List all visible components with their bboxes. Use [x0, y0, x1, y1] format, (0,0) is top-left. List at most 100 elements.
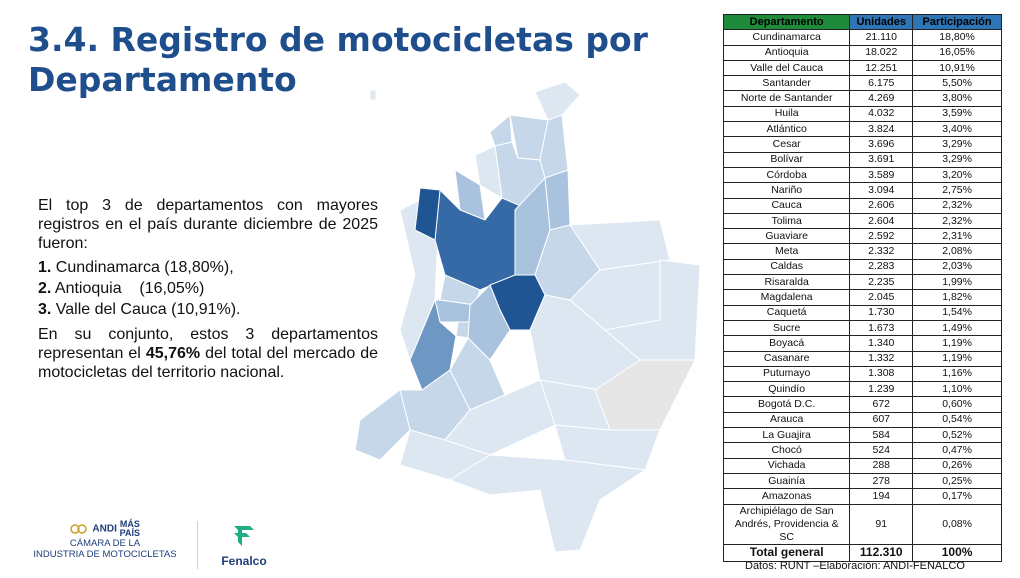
cell-share: 1,19%: [912, 335, 1002, 352]
cell-share: 1,49%: [912, 319, 1002, 337]
table-row: Tolima 2.604 2,32%: [722, 212, 1002, 230]
column-header-participacion: Participación: [912, 13, 1002, 31]
table-row: Chocó 524 0,47%: [722, 442, 1002, 459]
andi-logo: ANDI MÁS PAÍS CÁMARA DE LA INDUSTRIA DE M…: [30, 520, 180, 570]
total-units: 112.310: [849, 543, 914, 562]
cell-department: Archipiélago de San Andrés, Providencia …: [722, 503, 851, 545]
table-row: Cesar 3.696 3,29%: [722, 136, 1002, 153]
cell-share: 3,80%: [912, 90, 1002, 107]
cell-department: Bogotá D.C.: [722, 396, 851, 413]
table-row: Cauca 2.606 2,32%: [722, 197, 1002, 214]
table-row: Meta 2.332 2,08%: [722, 243, 1002, 260]
table-row: Arauca 607 0,54%: [722, 411, 1002, 429]
column-header-departamento: Departamento: [722, 13, 851, 31]
top3-item-3: 3. Valle del Cauca (10,91%).: [38, 299, 378, 320]
cell-share: 0,25%: [912, 472, 1002, 490]
top3-text: Valle del Cauca (10,91%).: [51, 301, 241, 318]
cell-share: 0,47%: [912, 442, 1002, 459]
cell-share: 0,08%: [912, 503, 1002, 545]
table-row: Magdalena 2.045 1,82%: [722, 289, 1002, 306]
logo-divider: [197, 521, 198, 569]
table-row: Vichada 288 0,26%: [722, 457, 1002, 474]
cell-share: 0,54%: [912, 411, 1002, 429]
fenalco-name: Fenalco: [221, 554, 267, 568]
cell-share: 1,54%: [912, 304, 1002, 321]
cell-units: 12.251: [849, 59, 914, 77]
cell-units: 3.824: [849, 121, 914, 138]
summary-text-end: del total del mercado de motocicletas de…: [38, 345, 379, 381]
cell-share: 2,75%: [912, 182, 1002, 199]
table-row: Putumayo 1.308 1,16%: [722, 365, 1002, 383]
cell-department: Tolima: [722, 212, 851, 230]
fenalco-mark-icon: [234, 526, 254, 546]
cell-units: 1.308: [849, 365, 914, 383]
cell-units: 2.604: [849, 212, 914, 230]
fenalco-logo: Fenalco: [212, 522, 276, 570]
table-row: Nariño 3.094 2,75%: [722, 182, 1002, 199]
cell-units: 1.340: [849, 335, 914, 352]
cell-department: Amazonas: [722, 488, 851, 505]
cell-units: 194: [849, 488, 914, 505]
cell-share: 1,99%: [912, 274, 1002, 291]
table-row: Antioquia 18.022 16,05%: [722, 44, 1002, 61]
cell-department: Chocó: [722, 442, 851, 459]
cell-share: 2,31%: [912, 228, 1002, 245]
table-row: Amazonas 194 0,17%: [722, 488, 1002, 505]
cell-department: Huila: [722, 105, 851, 123]
cell-units: 3.691: [849, 151, 914, 168]
table-row: Norte de Santander 4.269 3,80%: [722, 90, 1002, 107]
top3-text: Cundinamarca (18,80%),: [51, 259, 234, 276]
cell-units: 3.696: [849, 136, 914, 153]
andi-circles-icon: [70, 524, 87, 534]
andi-subtitle-line1: CÁMARA DE LA: [69, 538, 141, 549]
table-body: Cundinamarca 21.110 18,80% Antioquia 18.022 1…: [722, 29, 1002, 545]
cell-department: Casanare: [722, 350, 851, 367]
cell-units: 288: [849, 457, 914, 474]
table-row: Huila 4.032 3,59%: [722, 105, 1002, 123]
cell-units: 607: [849, 411, 914, 429]
cell-share: 1,10%: [912, 381, 1002, 398]
cell-units: 1.673: [849, 319, 914, 337]
cell-department: Guainía: [722, 472, 851, 490]
map-region-guainia: [594, 359, 696, 431]
andi-mas: MÁS: [119, 519, 140, 529]
top3-number: 2.: [38, 280, 52, 297]
total-label: Total general: [722, 543, 851, 562]
table-row: Quindío 1.239 1,10%: [722, 381, 1002, 398]
map-region-vaupes: [554, 424, 661, 471]
cell-units: 91: [849, 503, 914, 545]
table-row: Sucre 1.673 1,49%: [722, 319, 1002, 337]
table-row: Boyacá 1.340 1,19%: [722, 335, 1002, 352]
cell-share: 2,32%: [912, 197, 1002, 214]
cell-department: Cauca: [722, 197, 851, 214]
cell-units: 3.589: [849, 166, 914, 184]
top3-number: 3.: [38, 301, 52, 318]
table-row: Bolívar 3.691 3,29%: [722, 151, 1002, 168]
summary-text: En su conjunto, estos 3 departamentos re…: [38, 326, 378, 362]
cell-share: 1,16%: [912, 365, 1002, 383]
intro-paragraph: El top 3 de departamentos con mayores re…: [38, 197, 378, 252]
cell-department: Risaralda: [722, 274, 851, 291]
table-row: Risaralda 2.235 1,99%: [722, 274, 1002, 291]
table-row: Córdoba 3.589 3,20%: [722, 166, 1002, 184]
cell-units: 1.239: [849, 381, 914, 398]
cell-share: 3,59%: [912, 105, 1002, 123]
page-title: 3.4. Registro de motocicletas por Depart…: [28, 20, 648, 99]
top3-item-1: 1. Cundinamarca (18,80%),: [38, 257, 378, 278]
table-row: Santander 6.175 5,50%: [722, 75, 1002, 92]
cell-units: 3.094: [849, 182, 914, 199]
map-region-san-andres: [369, 89, 377, 101]
top3-list: 1. Cundinamarca (18,80%), 2. Antioquia (…: [38, 257, 378, 320]
cell-department: Quindío: [722, 381, 851, 398]
cell-share: 18,80%: [912, 29, 1002, 46]
total-share: 100%: [912, 543, 1002, 562]
cell-units: 4.269: [849, 90, 914, 107]
map-region-atlantico: [489, 113, 513, 147]
cell-department: Atlántico: [722, 121, 851, 138]
table-row: Atlántico 3.824 3,40%: [722, 121, 1002, 138]
cell-department: Magdalena: [722, 289, 851, 306]
table-row: La Guajira 584 0,52%: [722, 427, 1002, 444]
table-row: Bogotá D.C. 672 0,60%: [722, 396, 1002, 413]
cell-units: 1.730: [849, 304, 914, 321]
description-block: El top 3 de departamentos con mayores re…: [38, 196, 378, 382]
